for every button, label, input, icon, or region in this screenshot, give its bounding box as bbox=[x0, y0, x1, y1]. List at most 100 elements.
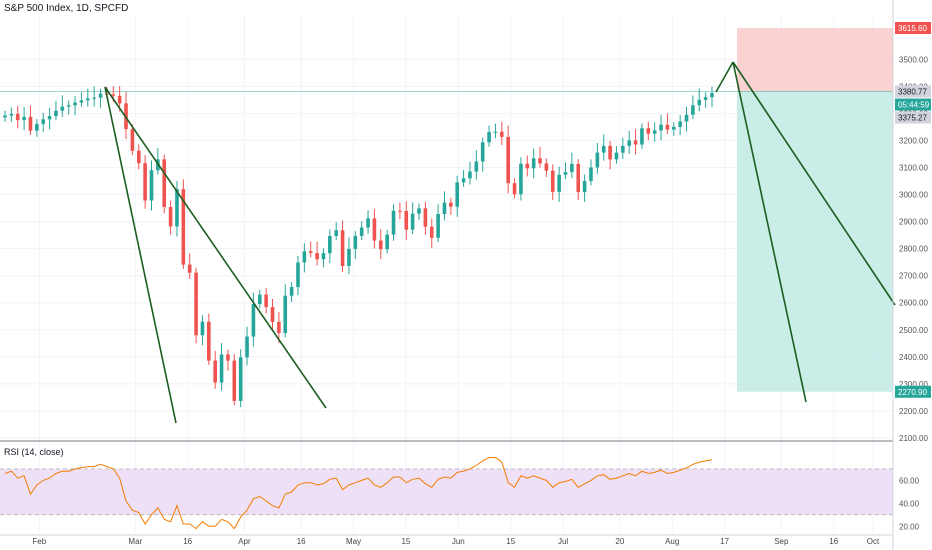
candle-body bbox=[531, 158, 536, 169]
countdown-tag: 05:44:59 bbox=[898, 101, 930, 110]
time-tick-label: May bbox=[346, 537, 361, 546]
candle-body bbox=[429, 226, 434, 238]
candle-body bbox=[640, 128, 644, 145]
trendline bbox=[104, 86, 177, 424]
target-price-tag: 3615.60 bbox=[898, 24, 927, 33]
candle-body bbox=[296, 262, 300, 288]
candle-body bbox=[98, 93, 103, 98]
candle-body bbox=[601, 145, 606, 153]
candle-body bbox=[41, 119, 46, 124]
candle-body bbox=[372, 218, 377, 241]
price-tick-label: 2700.00 bbox=[899, 272, 928, 281]
candle-body bbox=[219, 354, 224, 383]
candle-body bbox=[538, 158, 542, 164]
price-tick-label: 3100.00 bbox=[899, 163, 928, 172]
candle-body bbox=[149, 170, 154, 201]
time-tick-label: 16 bbox=[829, 537, 838, 546]
candle-body bbox=[117, 95, 122, 104]
candlestick-series bbox=[3, 86, 714, 408]
stop-price-tag-bg bbox=[895, 385, 931, 398]
candle-body bbox=[328, 235, 332, 254]
price-axis[interactable]: 3500.003400.003300.003200.003100.003000.… bbox=[892, 0, 928, 550]
candle-body bbox=[181, 189, 186, 265]
last-price-tag-bg bbox=[895, 111, 931, 124]
price-tick-label: 2200.00 bbox=[899, 407, 928, 416]
candle-body bbox=[449, 202, 453, 207]
price-tick-label: 2300.00 bbox=[899, 380, 928, 389]
rsi-tick-label: 40.00 bbox=[899, 499, 920, 508]
candle-body bbox=[436, 214, 440, 238]
last-price-tag: 3375.27 bbox=[898, 114, 927, 123]
candle-body bbox=[468, 171, 472, 179]
candle-body bbox=[79, 100, 84, 103]
candle-body bbox=[3, 115, 7, 118]
entry-price-tag: 3380.77 bbox=[898, 88, 927, 97]
candle-body bbox=[251, 304, 256, 337]
entry-price-tag-bg bbox=[895, 85, 931, 98]
candle-body bbox=[347, 248, 351, 266]
candle-body bbox=[563, 172, 568, 175]
target-price-tag-bg bbox=[895, 22, 931, 35]
rsi-series bbox=[0, 457, 893, 530]
time-tick-label: Apr bbox=[238, 537, 251, 546]
rsi-band bbox=[0, 468, 893, 515]
rsi-title: RSI (14, close) bbox=[4, 447, 64, 457]
candle-body bbox=[340, 230, 345, 266]
rsi-tick-label: 60.00 bbox=[899, 476, 920, 485]
time-axis[interactable]: Feb Mar 16 Apr 16 May 15 Jun 15 Jul 20 Aug 17 Sep 16 Oc… bbox=[32, 537, 880, 546]
candle-body bbox=[143, 163, 147, 201]
candle-body bbox=[512, 183, 517, 195]
candle-body bbox=[238, 357, 243, 401]
candle-body bbox=[480, 142, 485, 162]
candle-body bbox=[15, 113, 20, 121]
candle-body bbox=[213, 360, 217, 383]
price-tick-label: 3200.00 bbox=[899, 136, 928, 145]
price-tick-label: 2400.00 bbox=[899, 353, 928, 362]
candle-body bbox=[283, 295, 288, 334]
candle-body bbox=[404, 211, 409, 230]
candle-body bbox=[582, 181, 587, 193]
candle-body bbox=[589, 167, 593, 182]
candle-body bbox=[500, 131, 504, 137]
price-tick-label: 2800.00 bbox=[899, 245, 928, 254]
candle-body bbox=[289, 287, 294, 296]
candle-body bbox=[264, 294, 268, 308]
rsi-line bbox=[4, 457, 713, 530]
candle-body bbox=[442, 202, 447, 215]
candle-body bbox=[570, 163, 574, 173]
candle-body bbox=[665, 124, 670, 130]
candle-body bbox=[28, 116, 33, 131]
time-tick-label: Jul bbox=[558, 537, 568, 546]
candle-body bbox=[194, 272, 198, 336]
candle-body bbox=[111, 94, 116, 96]
candle-body bbox=[277, 321, 281, 334]
candle-body bbox=[550, 170, 555, 192]
trendline bbox=[104, 86, 327, 409]
candle-body bbox=[378, 240, 383, 250]
candle-body bbox=[417, 208, 421, 214]
candle-body bbox=[136, 150, 141, 164]
time-tick-label: Aug bbox=[665, 537, 679, 546]
candle-body bbox=[60, 106, 65, 111]
time-tick-label: 16 bbox=[183, 537, 192, 546]
candle-body bbox=[557, 174, 561, 192]
candle-body bbox=[385, 234, 389, 250]
trendline bbox=[715, 61, 734, 93]
price-tick-label: 3500.00 bbox=[899, 55, 928, 64]
candle-body bbox=[410, 213, 415, 230]
time-tick-label: Jun bbox=[452, 537, 465, 546]
candle-body bbox=[86, 98, 90, 101]
candle-body bbox=[493, 131, 498, 133]
candle-body bbox=[308, 251, 313, 253]
grid-lines bbox=[0, 16, 893, 536]
candle-body bbox=[130, 129, 135, 151]
candle-body bbox=[691, 105, 695, 115]
time-tick-label: 15 bbox=[506, 537, 515, 546]
price-tags: 3615.60 3380.77 05:44:59 3375.27 2270.90 bbox=[895, 22, 931, 398]
stop-zone bbox=[737, 91, 893, 392]
candle-body bbox=[391, 210, 396, 235]
candle-body bbox=[474, 161, 479, 172]
candle-body bbox=[35, 123, 39, 131]
time-tick-label: 17 bbox=[720, 537, 729, 546]
